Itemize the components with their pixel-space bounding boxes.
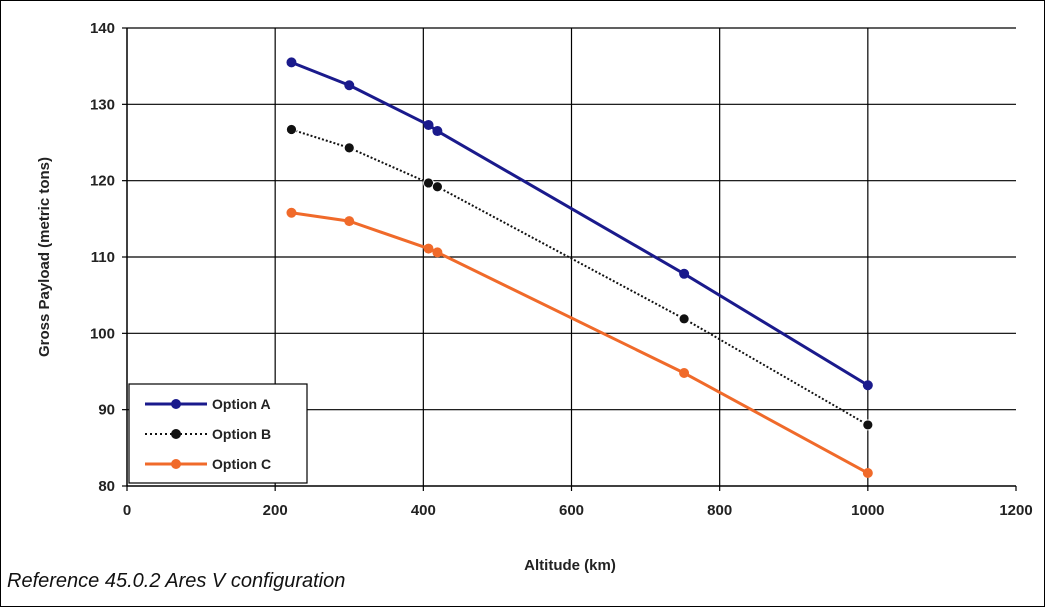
x-tick-label: 1000: [851, 502, 884, 519]
legend-item: Option C: [145, 456, 271, 472]
y-tick-label: 130: [90, 96, 115, 113]
data-point: [679, 368, 690, 379]
data-point: [423, 177, 434, 189]
series-option-c: [286, 207, 873, 479]
y-tick-label: 100: [90, 325, 115, 342]
data-point: [862, 419, 874, 431]
data-point: [862, 380, 873, 391]
y-tick-label: 120: [90, 173, 115, 190]
series-line: [290, 60, 869, 387]
data-point: [678, 313, 690, 325]
data-point: [862, 468, 873, 479]
axes: 0 200 400 600 800 1000 1200 80 90 100 110 120 130 140: [90, 20, 1033, 519]
legend-swatch-marker: [171, 459, 181, 469]
legend-label: Option A: [212, 396, 271, 412]
legend-swatch-marker: [171, 399, 181, 409]
y-tick-label: 80: [98, 478, 115, 495]
data-point: [679, 268, 690, 279]
x-tick-label: 1200: [999, 502, 1032, 519]
legend-label: Option B: [212, 426, 271, 442]
data-point: [423, 243, 434, 254]
data-point: [286, 57, 297, 68]
data-point: [432, 181, 443, 193]
legend: Option A Option B Option C: [128, 383, 308, 484]
data-point: [286, 207, 297, 218]
data-point: [344, 80, 355, 91]
data-point: [344, 216, 355, 227]
legend-item: Option B: [145, 426, 271, 442]
x-tick-label: 200: [263, 502, 288, 519]
y-tick-label: 140: [90, 20, 115, 37]
legend-swatch-marker: [171, 429, 181, 439]
data-point: [286, 124, 297, 135]
data-point: [423, 119, 434, 130]
legend-label: Option C: [212, 456, 271, 472]
series-group: [286, 57, 874, 479]
y-axis-title: Gross Payload (metric tons): [36, 157, 53, 357]
x-tick-label: 800: [707, 502, 732, 519]
legend-box: [128, 383, 308, 484]
figure-caption: Reference 45.0.2 Ares V configuration: [7, 570, 346, 592]
legend-item: Option A: [145, 396, 271, 412]
data-point: [432, 247, 443, 258]
y-tick-label: 110: [91, 249, 115, 266]
x-tick-label: 400: [411, 502, 436, 519]
data-point: [343, 142, 355, 154]
series-option-b: [286, 124, 874, 431]
y-tick-label: 90: [98, 402, 115, 419]
x-tick-label: 0: [123, 502, 131, 519]
x-tick-label: 600: [559, 502, 584, 519]
data-point: [432, 126, 443, 137]
series-option-a: [286, 57, 873, 391]
x-axis-title: Altitude (km): [524, 557, 616, 574]
